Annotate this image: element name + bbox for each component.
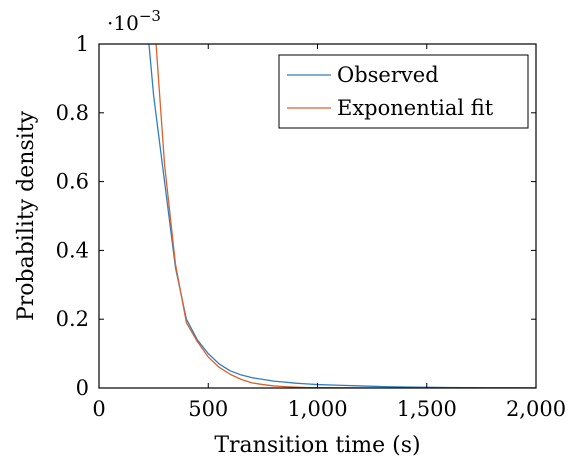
tick-labels: 0 500 1,000 1,500 2,000 0 0.2 0.4 0.6 0.8 1 [56,32,566,421]
legend-label-exponential-fit: Exponential fit [337,96,494,120]
y-tick-label: 0.6 [56,170,89,194]
x-tick-label: 0 [92,397,105,421]
legend: Observed Exponential fit [278,54,529,129]
y-tick-label: 0.2 [56,307,89,331]
y-tick-label: 0.8 [56,101,89,125]
y-scale-base: ·10 [107,11,139,35]
x-tick-label: 1,500 [397,397,457,421]
x-tick-label: 1,000 [287,397,347,421]
y-axis-title: Probability density [14,110,39,321]
series-layer [148,44,536,388]
y-tick-label: 1 [76,32,89,56]
x-axis-title: Transition time (s) [214,433,420,458]
y-scale-multiplier: ·10−3 [107,7,161,35]
y-tick-label: 0 [76,376,89,400]
x-tick-label: 500 [188,397,228,421]
y-scale-exponent: −3 [139,7,161,25]
legend-box [278,54,529,129]
legend-label-observed: Observed [337,63,439,87]
x-tick-label: 2,000 [506,397,566,421]
y-tick-label: 0.4 [56,238,89,262]
series-line-exponential-fit [155,44,536,388]
axis-ticks [98,43,537,389]
